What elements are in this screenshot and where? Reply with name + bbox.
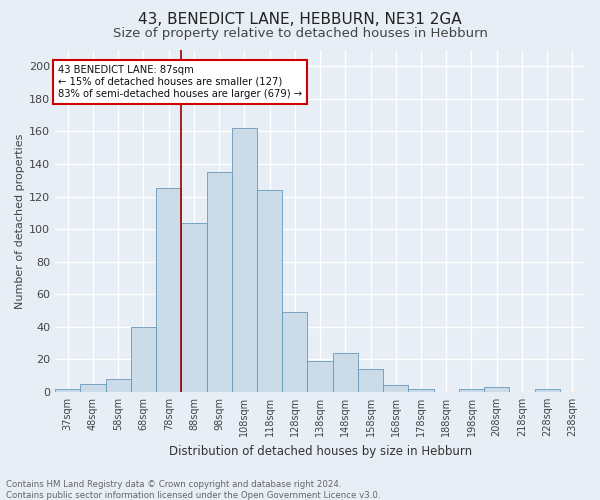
Bar	[156, 188, 181, 392]
Bar	[409, 388, 434, 392]
Bar	[206, 172, 232, 392]
Bar	[535, 388, 560, 392]
Bar	[358, 369, 383, 392]
Bar	[484, 387, 509, 392]
Text: 43, BENEDICT LANE, HEBBURN, NE31 2GA: 43, BENEDICT LANE, HEBBURN, NE31 2GA	[138, 12, 462, 28]
Bar	[307, 361, 332, 392]
Bar	[232, 128, 257, 392]
Bar	[181, 222, 206, 392]
Y-axis label: Number of detached properties: Number of detached properties	[15, 134, 25, 308]
Bar	[55, 388, 80, 392]
Bar	[106, 379, 131, 392]
Bar	[80, 384, 106, 392]
Bar	[282, 312, 307, 392]
X-axis label: Distribution of detached houses by size in Hebburn: Distribution of detached houses by size …	[169, 444, 472, 458]
Bar	[131, 327, 156, 392]
Text: 43 BENEDICT LANE: 87sqm
← 15% of detached houses are smaller (127)
83% of semi-d: 43 BENEDICT LANE: 87sqm ← 15% of detache…	[58, 66, 302, 98]
Bar	[257, 190, 282, 392]
Bar	[459, 388, 484, 392]
Text: Contains HM Land Registry data © Crown copyright and database right 2024.
Contai: Contains HM Land Registry data © Crown c…	[6, 480, 380, 500]
Bar	[383, 386, 409, 392]
Bar	[332, 353, 358, 392]
Text: Size of property relative to detached houses in Hebburn: Size of property relative to detached ho…	[113, 28, 487, 40]
